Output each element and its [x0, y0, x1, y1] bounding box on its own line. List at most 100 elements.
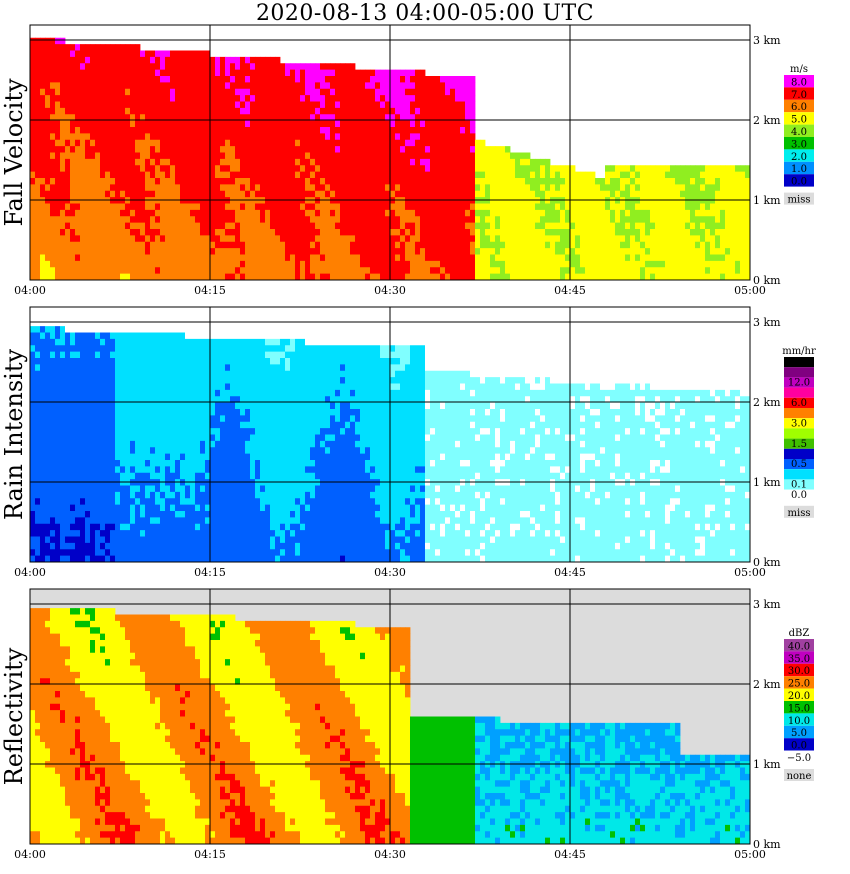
heatmap-cell [135, 197, 140, 204]
heatmap-cell [60, 333, 65, 340]
heatmap-cell [180, 121, 185, 128]
heatmap-cell [505, 255, 510, 262]
heatmap-cell [170, 63, 175, 70]
heatmap-cell [260, 216, 265, 223]
heatmap-cell [130, 447, 135, 454]
heatmap-cell [355, 89, 360, 96]
heatmap-cell [150, 165, 155, 172]
heatmap-cell [370, 146, 375, 153]
heatmap-cell [240, 216, 245, 223]
heatmap-cell [295, 261, 300, 268]
heatmap-cell [105, 70, 110, 77]
heatmap-cell [365, 267, 370, 274]
heatmap-cell [595, 216, 600, 223]
heatmap-cell [120, 235, 125, 242]
heatmap-cell [685, 178, 690, 185]
heatmap-cell [605, 242, 610, 249]
heatmap-cell [395, 172, 400, 179]
heatmap-cell [80, 384, 85, 391]
heatmap-cell [525, 216, 530, 223]
heatmap-cell [250, 102, 255, 109]
heatmap-cell [150, 204, 155, 211]
heatmap-cell [640, 197, 645, 204]
heatmap-cell [665, 191, 670, 198]
heatmap-cell [170, 140, 175, 147]
heatmap-cell [555, 229, 560, 236]
heatmap-cell [725, 184, 730, 191]
heatmap-cell [195, 95, 200, 102]
heatmap-cell [570, 172, 575, 179]
heatmap-cell [75, 447, 80, 454]
heatmap-cell [380, 204, 385, 211]
heatmap-cell [185, 191, 190, 198]
heatmap-cell [525, 235, 530, 242]
heatmap-cell [355, 267, 360, 274]
heatmap-cell [740, 216, 745, 223]
heatmap-cell [265, 229, 270, 236]
x-tick-label: 04:45 [554, 284, 586, 297]
heatmap-cell [115, 473, 120, 480]
heatmap-cell [690, 165, 695, 172]
heatmap-cell [90, 121, 95, 128]
heatmap-cell [420, 121, 425, 128]
heatmap-cell [715, 274, 720, 281]
heatmap-cell [435, 255, 440, 262]
heatmap-cell [415, 133, 420, 140]
heatmap-cell [330, 133, 335, 140]
x-tick-label: 04:00 [14, 284, 46, 297]
heatmap-cell [580, 184, 585, 191]
heatmap-cell [200, 146, 205, 153]
heatmap-cell [190, 255, 195, 262]
heatmap-cell [490, 172, 495, 179]
heatmap-cell [730, 178, 735, 185]
heatmap-cell [115, 261, 120, 268]
legend-label: miss [788, 195, 811, 206]
heatmap-cell [210, 70, 215, 77]
heatmap-cell [430, 255, 435, 262]
heatmap-cell [50, 235, 55, 242]
heatmap-cell [275, 140, 280, 147]
heatmap-cell [105, 352, 110, 359]
heatmap-cell [110, 89, 115, 96]
heatmap-cell [75, 530, 80, 537]
heatmap-cell [740, 191, 745, 198]
heatmap-cell [465, 159, 470, 166]
heatmap-cell [120, 63, 125, 70]
heatmap-cell [245, 57, 250, 64]
heatmap-cell [640, 216, 645, 223]
heatmap-cell [140, 140, 145, 147]
heatmap-cell [265, 57, 270, 64]
heatmap-cell [325, 210, 330, 217]
heatmap-cell [210, 82, 215, 89]
heatmap-cell [40, 70, 45, 77]
heatmap-cell [285, 140, 290, 147]
heatmap-cell [310, 261, 315, 268]
heatmap-cell [555, 223, 560, 230]
heatmap-cell [525, 248, 530, 255]
heatmap-cell [310, 235, 315, 242]
heatmap-cell [530, 235, 535, 242]
heatmap-cell [240, 184, 245, 191]
heatmap-cell [110, 422, 115, 429]
heatmap-cell [125, 479, 130, 486]
heatmap-cell [240, 89, 245, 96]
heatmap-cell [255, 153, 260, 160]
heatmap-cell [455, 184, 460, 191]
heatmap-cell [740, 242, 745, 249]
heatmap-cell [490, 216, 495, 223]
heatmap-cell [90, 223, 95, 230]
heatmap-cell [355, 197, 360, 204]
heatmap-cell [380, 184, 385, 191]
heatmap-cell [200, 57, 205, 64]
heatmap-cell [315, 184, 320, 191]
heatmap-cell [50, 261, 55, 268]
heatmap-cell [125, 89, 130, 96]
heatmap-cell [295, 178, 300, 185]
heatmap-cell [585, 267, 590, 274]
heatmap-cell [655, 210, 660, 217]
heatmap-cell [45, 524, 50, 531]
heatmap-cell [135, 261, 140, 268]
heatmap-cell [520, 153, 525, 160]
heatmap-cell [505, 261, 510, 268]
heatmap-cell [60, 511, 65, 518]
